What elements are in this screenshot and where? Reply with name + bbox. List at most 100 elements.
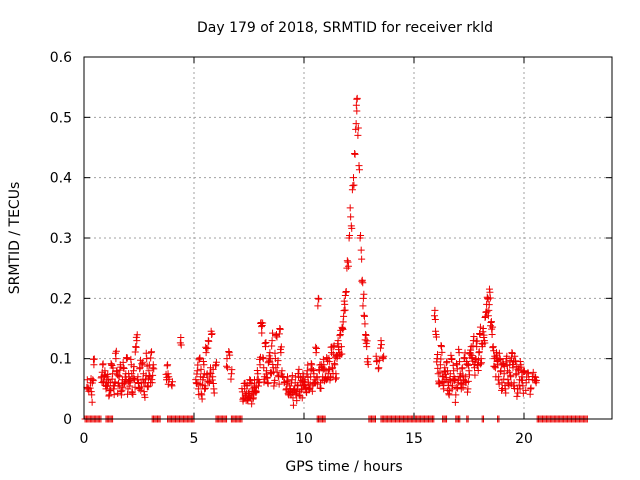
data-point [431,315,439,323]
data-point [452,383,460,391]
data-point [489,344,497,352]
data-point [130,363,138,371]
data-point [442,373,450,381]
data-point [258,323,266,331]
data-point [289,401,297,409]
data-point [459,383,467,391]
data-point [206,369,214,377]
grid [84,57,612,419]
data-point [119,358,127,366]
data-point [474,366,482,374]
data-point [350,181,358,189]
data-point [311,379,319,387]
data-point [337,343,345,351]
data-point [465,361,473,369]
data-point [358,255,366,263]
data-point [150,365,158,373]
data-point [137,386,145,394]
data-point [139,358,147,366]
data-point [86,384,94,392]
data-point [529,368,537,376]
data-point [470,332,478,340]
data-point [261,339,269,347]
data-point [463,388,471,396]
data-point [143,383,151,391]
y-tick-label: 0.1 [50,352,72,368]
data-point [149,371,157,379]
data-point [359,279,367,287]
x-tick-label: 5 [190,431,199,447]
data-point [316,384,324,392]
data-point [448,385,456,393]
data-point [209,365,217,373]
data-point [141,393,149,401]
data-point [326,376,334,384]
data-point [430,312,438,320]
data-point [498,386,506,394]
data-point [296,373,304,381]
data-point [451,398,459,406]
data-point [114,389,122,397]
data-point [168,378,176,386]
data-point [363,358,371,366]
data-point [287,390,295,398]
data-point [197,365,205,373]
y-axis-label: SRMTID / TECUs [7,182,23,295]
data-point [443,359,451,367]
data-point [212,362,220,370]
data-point [513,392,521,400]
data-point [119,383,127,391]
data-point [105,378,113,386]
data-point [198,395,206,403]
data-point [307,360,315,368]
data-point [507,354,515,362]
data-point [358,277,366,285]
data-point [204,377,212,385]
data-point [494,376,502,384]
data-point [308,365,316,373]
data-point [129,390,137,398]
data-point [502,358,510,366]
data-point [164,370,172,378]
y-tick-label: 0.4 [50,171,72,187]
data-point [297,386,305,394]
data-point [267,369,275,377]
data-point [438,348,446,356]
data-point [205,378,213,386]
data-point [131,383,139,391]
data-point [197,390,205,398]
data-point [258,329,266,337]
data-point [207,327,215,335]
data-point [344,262,352,270]
data-point [467,350,475,358]
data-point [353,94,361,102]
data-point [517,363,525,371]
data-point [445,390,453,398]
data-point [212,358,220,366]
data-point [440,377,448,385]
data-point [168,381,176,389]
data-point [305,386,313,394]
data-point [262,338,270,346]
data-point [445,381,453,389]
data-point [435,380,443,388]
data-point [223,355,231,363]
data-point [448,355,456,363]
data-point [271,376,279,384]
data-point [102,382,110,390]
data-point [126,382,134,390]
data-point [346,204,354,212]
data-point [299,372,307,380]
data-point [496,368,504,376]
data-point [104,370,112,378]
data-point [355,166,363,174]
data-point [133,376,141,384]
data-point [480,331,488,339]
data-point [201,385,209,393]
data-point [107,360,115,368]
data-point [362,339,370,347]
data-point [127,355,135,363]
data-point [252,387,260,395]
data-point [349,182,357,190]
data-point [511,352,519,360]
